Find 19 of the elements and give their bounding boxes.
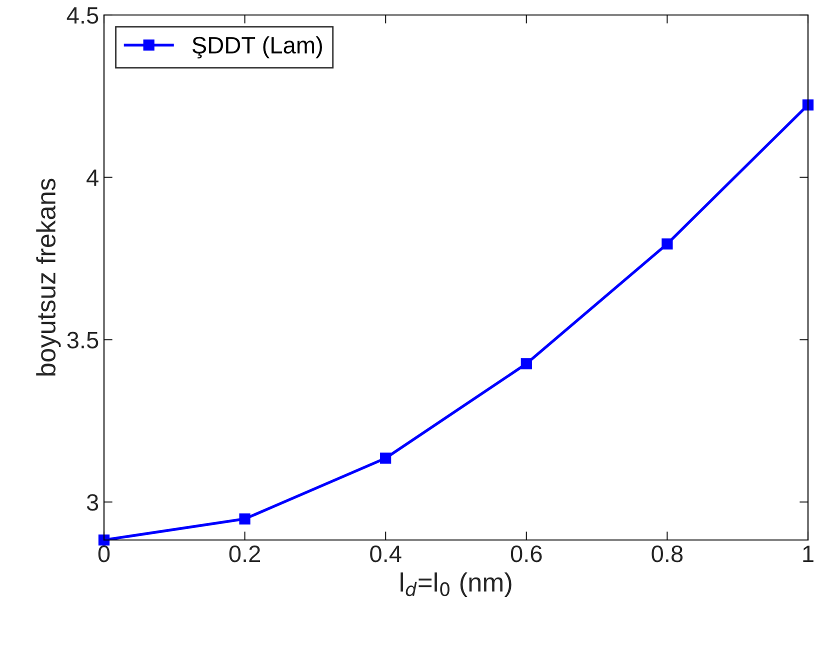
- point: [520, 358, 532, 370]
- point: [380, 452, 392, 464]
- point: [239, 513, 250, 524]
- x-tick-label: 0: [98, 545, 110, 562]
- point: [662, 238, 673, 250]
- x-tick-label: 0.8: [652, 545, 683, 562]
- y-tick-label: 4: [86, 170, 98, 186]
- legend-label: ŞDDT (Lam): [192, 36, 322, 58]
- point: [802, 99, 814, 110]
- point: [98, 534, 110, 546]
- y-tick-label: 3: [86, 494, 98, 511]
- x-tick-label: 0.2: [229, 545, 260, 562]
- x-tick-label: 0.6: [510, 545, 542, 562]
- x-axis-title: l$_{d}$=l$_{0}$ (nm): [400, 572, 512, 598]
- y-tick-label: 4.5: [66, 7, 98, 24]
- x-tick-label: 0.4: [370, 545, 402, 562]
- y-axis-title: boyutsuz frekans: [36, 178, 61, 376]
- x-tick-label: 1: [803, 546, 814, 562]
- y-tick-label: 3.5: [67, 332, 98, 348]
